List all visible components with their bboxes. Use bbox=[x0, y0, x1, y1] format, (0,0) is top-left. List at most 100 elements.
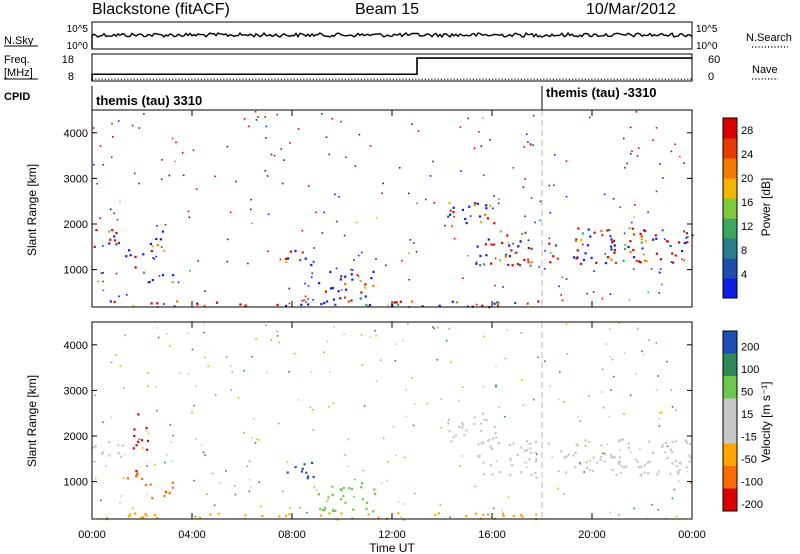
velocity-colorbar-swatch bbox=[723, 353, 737, 377]
echo-pixel bbox=[248, 490, 250, 493]
echo-pixel bbox=[135, 444, 138, 447]
echo-pixel bbox=[618, 460, 621, 463]
power-colorbar-frame bbox=[722, 117, 738, 299]
echo-pixel bbox=[255, 338, 257, 340]
echo-pixel bbox=[671, 252, 674, 255]
echo-pixel bbox=[661, 411, 663, 414]
echo-pixel bbox=[557, 470, 560, 473]
velocity-axes: 1000 2000 3000 4000 bbox=[64, 322, 693, 519]
echo-pixel bbox=[630, 394, 632, 397]
echo-pixel bbox=[169, 345, 171, 347]
echo-pixel bbox=[142, 516, 145, 519]
echo-pixel bbox=[482, 513, 485, 517]
echo-pixel bbox=[417, 130, 420, 132]
echo-pixel bbox=[489, 204, 492, 207]
echo-pixel bbox=[150, 302, 153, 305]
echo-pixel bbox=[639, 261, 642, 264]
echo-pixel bbox=[255, 438, 258, 441]
echo-pixel bbox=[158, 275, 161, 277]
echo-pixel bbox=[539, 200, 542, 203]
echo-pixel bbox=[344, 501, 347, 504]
echo-pixel bbox=[666, 456, 669, 460]
echo-pixel bbox=[399, 516, 402, 518]
echo-pixel bbox=[251, 355, 253, 358]
echo-pixel bbox=[656, 473, 659, 476]
echo-pixel bbox=[354, 478, 356, 481]
echo-pixel bbox=[588, 468, 591, 471]
echo-pixel bbox=[507, 496, 510, 498]
echo-pixel bbox=[373, 509, 375, 512]
power-colorbar-tick: 4 bbox=[741, 269, 747, 281]
echo-pixel bbox=[105, 465, 107, 467]
echo-pixel bbox=[255, 119, 258, 121]
echo-pixel bbox=[637, 260, 641, 263]
echo-pixel bbox=[404, 456, 406, 459]
power-colorbar-swatch bbox=[723, 178, 737, 199]
echo-pixel bbox=[254, 442, 257, 444]
echo-pixel bbox=[465, 429, 468, 432]
echo-pixel bbox=[584, 252, 587, 255]
echo-pixel bbox=[446, 339, 448, 342]
echo-pixel bbox=[548, 184, 551, 187]
echo-pixel bbox=[163, 495, 166, 498]
velocity-colorbar-tick: -15 bbox=[741, 432, 757, 444]
echo-pixel bbox=[508, 444, 511, 447]
echo-pixel bbox=[535, 513, 538, 516]
echo-pixel bbox=[279, 258, 282, 261]
echo-pixel bbox=[526, 440, 528, 443]
echo-pixel bbox=[519, 240, 522, 242]
echo-pixel bbox=[613, 375, 615, 378]
echo-pixel bbox=[543, 268, 546, 270]
echo-pixel bbox=[491, 437, 495, 440]
echo-pixel bbox=[588, 441, 590, 443]
echo-pixel bbox=[113, 235, 116, 238]
echo-pixel bbox=[432, 326, 434, 328]
echo-pixel bbox=[382, 182, 384, 185]
echo-pixel bbox=[170, 441, 172, 443]
echo-pixel bbox=[109, 238, 112, 241]
echo-pixel bbox=[652, 238, 655, 241]
echo-pixel bbox=[560, 450, 563, 453]
echo-pixel bbox=[685, 466, 688, 469]
echo-pixel bbox=[679, 155, 681, 158]
echo-pixel bbox=[565, 160, 568, 162]
echo-pixel bbox=[489, 464, 493, 467]
echo-pixel bbox=[454, 434, 458, 437]
echo-pixel bbox=[640, 241, 643, 244]
echo-pixel bbox=[312, 299, 314, 301]
echo-pixel bbox=[243, 431, 245, 434]
echo-pixel bbox=[534, 472, 537, 475]
echo-pixel bbox=[358, 133, 361, 136]
echo-pixel bbox=[494, 431, 497, 434]
echo-pixel bbox=[529, 264, 532, 267]
echo-pixel bbox=[610, 235, 612, 238]
echo-pixel bbox=[315, 489, 318, 492]
echo-pixel bbox=[683, 162, 685, 164]
echo-pixel bbox=[116, 218, 119, 221]
echo-pixel bbox=[493, 302, 496, 305]
echo-pixel bbox=[625, 465, 628, 468]
echo-pixel bbox=[478, 215, 482, 218]
echo-pixel bbox=[507, 242, 509, 244]
echo-pixel bbox=[558, 398, 560, 401]
echo-pixel bbox=[504, 253, 508, 256]
power-colorbar-swatch bbox=[723, 258, 737, 279]
power-panel: 1000 2000 3000 4000 Slant Range [km] 4 8 12 16… bbox=[25, 109, 773, 309]
echo-pixel bbox=[631, 227, 634, 230]
echo-pixel bbox=[395, 301, 398, 304]
echo-pixel bbox=[323, 506, 326, 509]
echo-pixel bbox=[344, 275, 347, 278]
echo-pixel bbox=[407, 323, 409, 325]
echo-pixel bbox=[188, 216, 191, 219]
velocity-colorbar: 200 100 50 15 -15 -50 -100 -200 bbox=[722, 330, 763, 512]
echo-pixel bbox=[602, 406, 605, 409]
echo-pixel bbox=[473, 416, 476, 419]
echo-pixel bbox=[565, 278, 568, 280]
echo-pixel bbox=[408, 278, 410, 281]
echo-pixel bbox=[608, 228, 611, 232]
echo-pixel bbox=[483, 263, 486, 266]
power-colorbar: 4 8 12 16 20 24 28 bbox=[722, 117, 753, 299]
echo-pixel bbox=[321, 113, 323, 115]
echo-pixel bbox=[243, 369, 245, 372]
echo-pixel bbox=[344, 282, 347, 286]
